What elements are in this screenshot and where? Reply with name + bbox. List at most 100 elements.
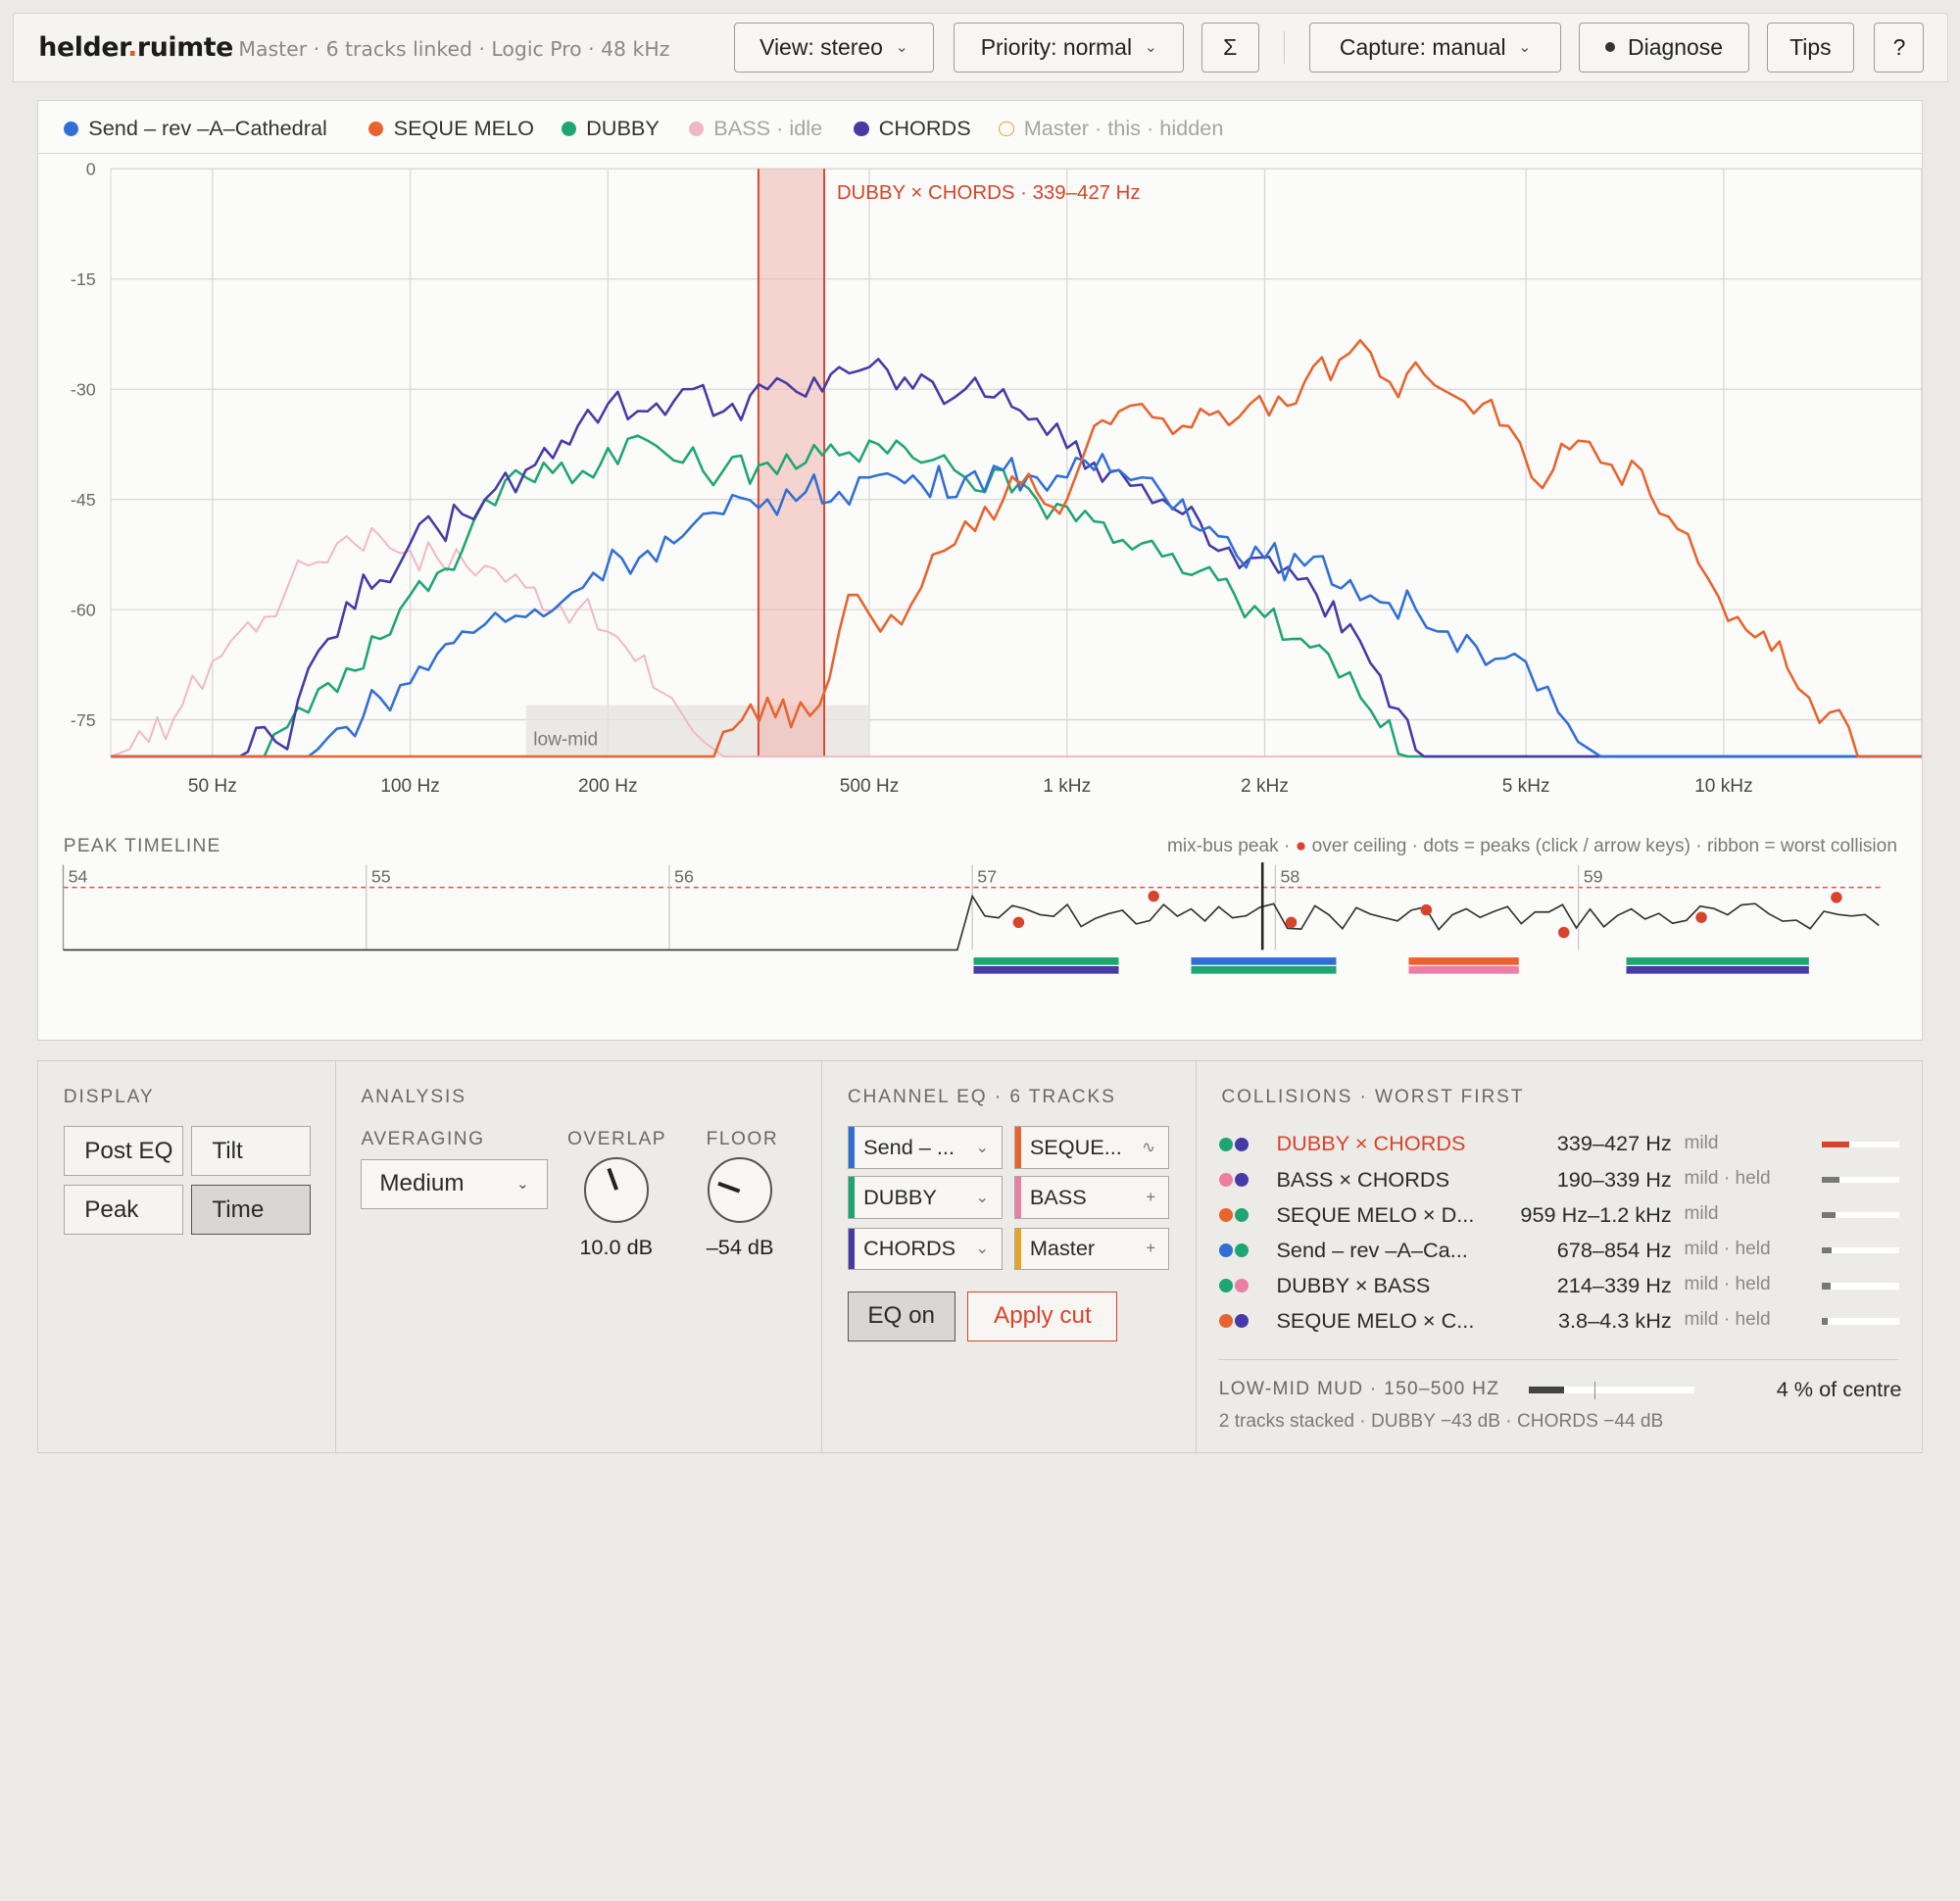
collision-ribbon[interactable] — [1408, 966, 1520, 974]
tilt-toggle[interactable]: Tilt — [190, 1126, 312, 1177]
collisions-section: COLLISIONS · WORST FIRST DUBBY × CHORDS 3… — [1197, 1061, 1925, 1452]
spectrum-chart[interactable]: 0 -15 -30 -45 -60 -75 50 Hz 100 Hz 200 Hz 500 Hz 1… — [38, 154, 1924, 821]
x-tick-label: 100 Hz — [381, 775, 441, 796]
floor-knob[interactable] — [707, 1157, 773, 1223]
channel-eq-section: CHANNEL EQ · 6 TRACKS Send – ... ⌄ SEQUE.… — [822, 1061, 1197, 1452]
collision-ribbon[interactable] — [1626, 966, 1810, 974]
legend-swatch — [561, 121, 576, 137]
channel-color-bar — [1014, 1228, 1021, 1270]
view-select[interactable]: View: stereo ⌄ — [733, 22, 934, 73]
capture-select[interactable]: Capture: manual ⌄ — [1308, 22, 1562, 73]
collision-row[interactable]: DUBBY × CHORDS 339–427 Hz mild — [1218, 1129, 1899, 1161]
collision-range: 214–339 Hz — [1556, 1272, 1672, 1297]
collision-label: DUBBY × CHORDS · 339–427 Hz — [837, 182, 1141, 204]
diagnose-button[interactable]: Diagnose — [1579, 22, 1749, 73]
chevron-down-icon: ⌄ — [975, 1239, 990, 1258]
mud-meter — [1529, 1381, 1694, 1399]
channel-send[interactable]: Send – ... ⌄ — [847, 1126, 1004, 1169]
collision-row[interactable]: SEQUE MELO × D... 959 Hz–1.2 kHz mild — [1218, 1199, 1899, 1232]
channel-dubby[interactable]: DUBBY ⌄ — [847, 1176, 1004, 1219]
track-dot — [1235, 1137, 1250, 1151]
peak-dot[interactable] — [1558, 926, 1570, 939]
peak-dot[interactable] — [1420, 903, 1433, 916]
collision-row[interactable]: BASS × CHORDS 190–339 Hz mild · held — [1218, 1164, 1899, 1196]
y-tick-label: 0 — [86, 159, 96, 178]
averaging-label: AVERAGING — [361, 1128, 485, 1149]
legend-item-seque-melo[interactable]: SEQUE MELO — [368, 116, 534, 141]
knob-indicator — [716, 1181, 740, 1194]
track-dot — [1235, 1208, 1250, 1223]
collision-name: Send – rev –A–Ca... — [1276, 1237, 1468, 1262]
bar-number: 54 — [69, 867, 88, 887]
priority-select[interactable]: Priority: normal ⌄ — [954, 22, 1185, 73]
collision-name: SEQUE MELO × C... — [1276, 1308, 1475, 1334]
peak-dot[interactable] — [1695, 911, 1708, 924]
peak-dot[interactable] — [1148, 890, 1160, 902]
collision-ribbon[interactable] — [973, 957, 1119, 965]
control-panel: DISPLAY Post EQ Tilt Peak Time ANALYSIS … — [37, 1060, 1925, 1453]
legend-item-dubby[interactable]: DUBBY — [561, 116, 660, 141]
channel-color-bar — [1014, 1127, 1021, 1168]
collision-row[interactable]: Send – rev –A–Ca... 678–854 Hz mild · held — [1218, 1235, 1899, 1267]
track-dot — [1218, 1243, 1233, 1258]
legend-item-chords[interactable]: CHORDS — [854, 116, 971, 141]
collision-ribbon[interactable] — [973, 966, 1119, 974]
sum-button[interactable]: Σ — [1200, 22, 1259, 73]
session-info: Master · 6 tracks linked · Logic Pro · 4… — [238, 36, 670, 61]
collision-ribbon[interactable] — [1191, 957, 1337, 965]
collision-range: 339–427 Hz — [1556, 1131, 1672, 1156]
track-dot — [1235, 1279, 1250, 1293]
peak-toggle[interactable]: Peak — [63, 1185, 184, 1236]
help-button[interactable]: ? — [1874, 22, 1925, 73]
collision-ribbon[interactable] — [1626, 957, 1810, 965]
channel-bass[interactable]: BASS + — [1013, 1176, 1169, 1219]
eq-on-toggle[interactable]: EQ on — [847, 1291, 956, 1341]
collision-row[interactable]: DUBBY × BASS 214–339 Hz mild · held — [1218, 1270, 1899, 1302]
mud-percent: 4 % of centre — [1776, 1376, 1902, 1401]
y-tick-label: -75 — [71, 710, 96, 730]
bar-number: 57 — [978, 867, 998, 887]
track-dot — [1235, 1243, 1250, 1258]
collision-ribbon[interactable] — [1408, 957, 1520, 965]
floor-label: FLOOR — [706, 1128, 779, 1149]
record-dot-icon — [1605, 42, 1616, 53]
channel-color-bar — [848, 1228, 856, 1270]
y-tick-label: -45 — [71, 490, 96, 510]
post-eq-toggle[interactable]: Post EQ — [63, 1126, 184, 1177]
y-tick-label: -15 — [71, 269, 96, 289]
collision-meter-fill — [1821, 1141, 1849, 1148]
track-dot — [1218, 1314, 1233, 1329]
series-line-seque-melo — [111, 338, 1922, 757]
time-toggle[interactable]: Time — [190, 1185, 312, 1236]
bar-number: 59 — [1584, 867, 1603, 887]
timeline-legend: mix-bus peak · ● over ceiling · dots = p… — [1167, 836, 1897, 857]
averaging-select[interactable]: Medium ⌄ — [361, 1158, 548, 1209]
x-tick-label: 2 kHz — [1241, 775, 1289, 796]
track-dot — [1218, 1279, 1233, 1293]
peak-dot[interactable] — [1012, 916, 1025, 929]
collision-range: 3.8–4.3 kHz — [1557, 1308, 1672, 1334]
divider — [1218, 1358, 1899, 1360]
channel-master[interactable]: Master + — [1013, 1227, 1169, 1271]
legend-swatch — [688, 121, 705, 137]
peak-dot[interactable] — [1286, 916, 1298, 929]
legend-item-send[interactable]: Send – rev –A–Cathedral — [63, 116, 327, 141]
legend-swatch — [368, 121, 384, 137]
channel-seque-melo[interactable]: SEQUE... ∿ — [1013, 1126, 1169, 1169]
peak-dot[interactable] — [1831, 892, 1842, 903]
collision-name: SEQUE MELO × D... — [1276, 1201, 1475, 1227]
collision-row[interactable]: SEQUE MELO × C... 3.8–4.3 kHz mild · held — [1218, 1306, 1899, 1339]
chevron-down-icon: ⌄ — [1144, 38, 1157, 56]
low-mid-band-label: low-mid — [533, 729, 598, 750]
legend-swatch — [63, 121, 79, 137]
legend-item-master[interactable]: Master · this · hidden — [999, 116, 1223, 141]
collision-ribbon[interactable] — [1191, 966, 1337, 974]
legend-item-bass[interactable]: BASS · idle — [688, 116, 822, 141]
overlap-knob[interactable] — [583, 1157, 649, 1223]
tips-button[interactable]: Tips — [1766, 22, 1854, 73]
channel-chords[interactable]: CHORDS ⌄ — [847, 1227, 1004, 1271]
peak-line — [63, 894, 1881, 951]
apply-cut-button[interactable]: Apply cut — [967, 1291, 1118, 1341]
peak-timeline[interactable]: 54 55 56 57 58 59 — [38, 857, 1924, 1033]
y-tick-label: -60 — [71, 600, 96, 619]
